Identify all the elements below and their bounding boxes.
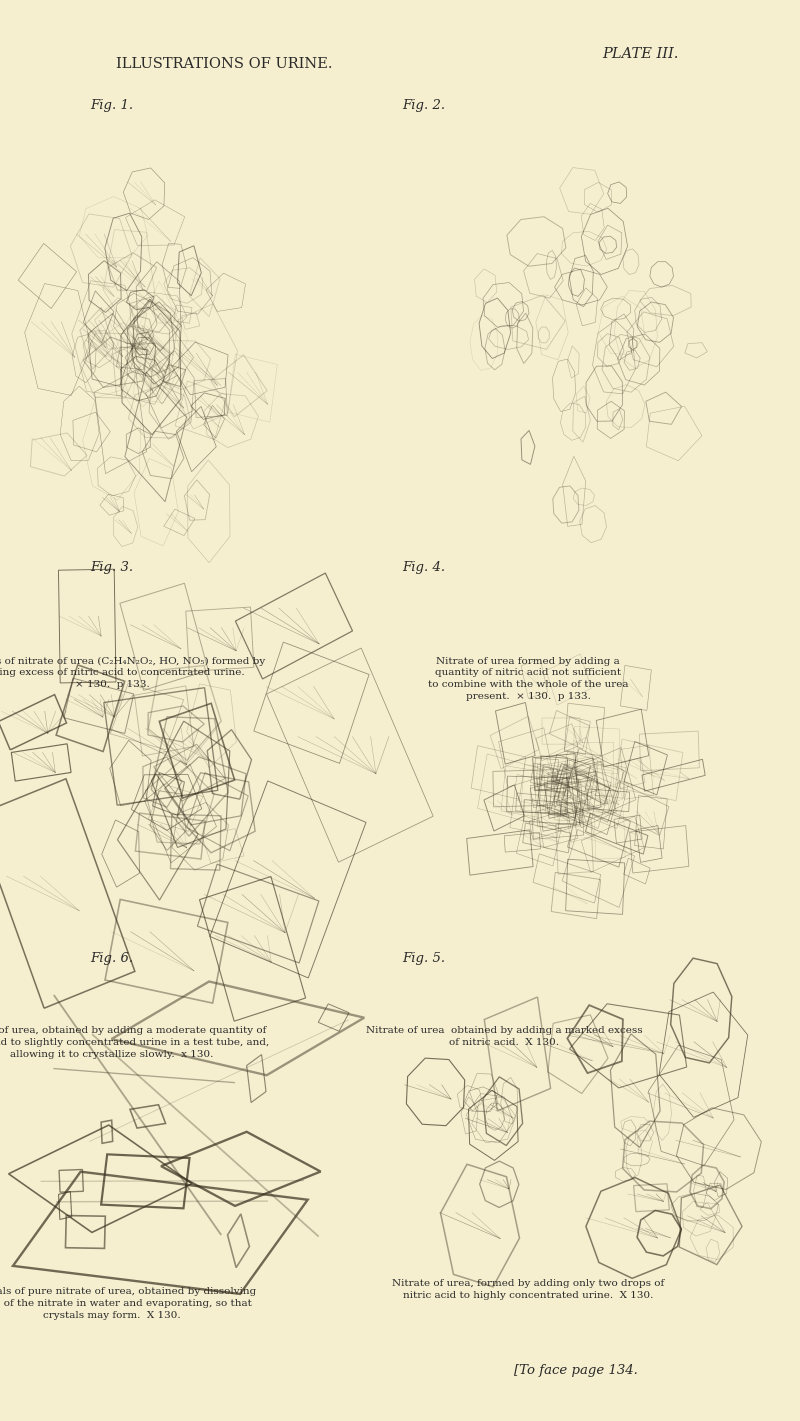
Text: Fig. 5.: Fig. 5.	[402, 952, 446, 965]
Text: Nitrate of urea  obtained by adding a marked excess
of nitric acid.  X 130.: Nitrate of urea obtained by adding a mar…	[366, 1026, 642, 1047]
Text: Fig. 3.: Fig. 3.	[90, 561, 134, 574]
Text: Nitrate of urea formed by adding a
quantity of nitric acid not sufficient
to com: Nitrate of urea formed by adding a quant…	[428, 657, 628, 701]
Text: Fig. 2.: Fig. 2.	[402, 99, 446, 112]
Text: Crystals of nitrate of urea (C₂H₄N₂O₂, HO, NO₅) formed by
adding excess of nitri: Crystals of nitrate of urea (C₂H₄N₂O₂, H…	[0, 657, 266, 689]
Text: PLATE III.: PLATE III.	[602, 47, 678, 61]
Text: Fig. 1.: Fig. 1.	[90, 99, 134, 112]
Text: Fig. 4.: Fig. 4.	[402, 561, 446, 574]
Text: Nitrate of urea, obtained by adding a moderate quantity of
nitric acid to slight: Nitrate of urea, obtained by adding a mo…	[0, 1026, 270, 1059]
Text: Crystals of pure nitrate of urea, obtained by dissolving
some of the nitrate in : Crystals of pure nitrate of urea, obtain…	[0, 1287, 256, 1320]
Text: [To face page 134.: [To face page 134.	[514, 1364, 638, 1377]
Text: ILLUSTRATIONS OF URINE.: ILLUSTRATIONS OF URINE.	[116, 57, 332, 71]
Text: Nitrate of urea, formed by adding only two drops of
nitric acid to highly concen: Nitrate of urea, formed by adding only t…	[392, 1279, 664, 1300]
Text: Fig. 6.: Fig. 6.	[90, 952, 134, 965]
